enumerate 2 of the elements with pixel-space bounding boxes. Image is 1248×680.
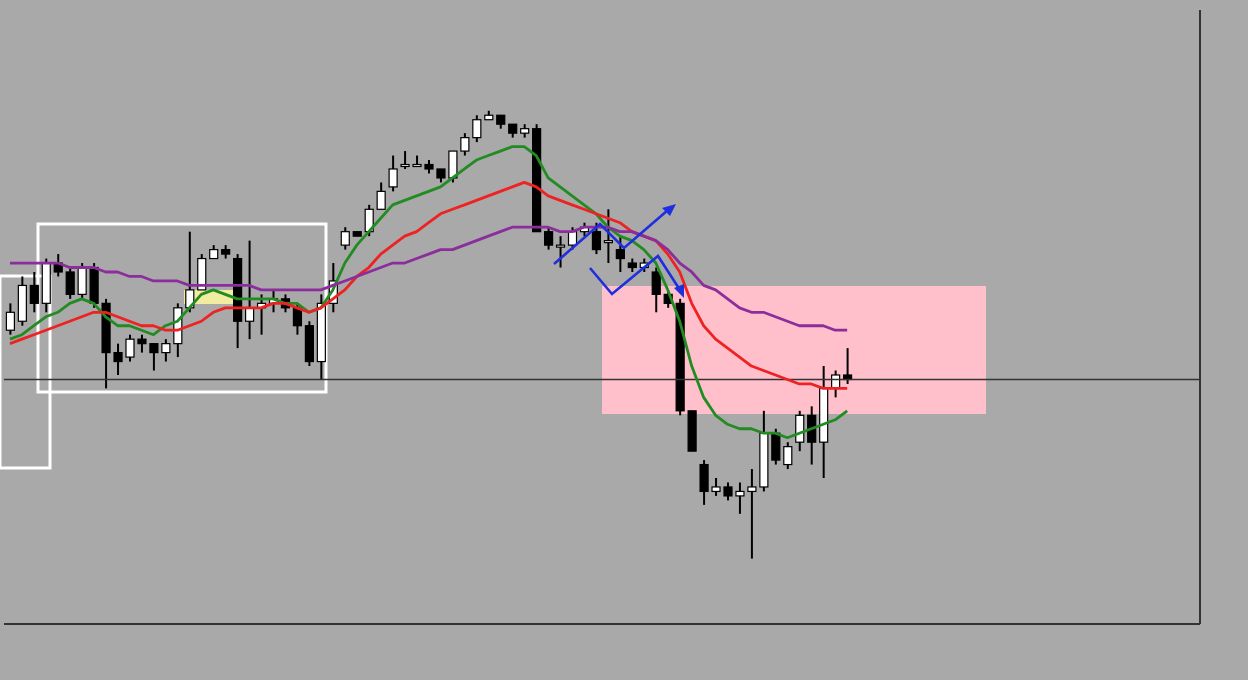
candlestick (388, 154, 398, 193)
candlestick (615, 235, 625, 273)
